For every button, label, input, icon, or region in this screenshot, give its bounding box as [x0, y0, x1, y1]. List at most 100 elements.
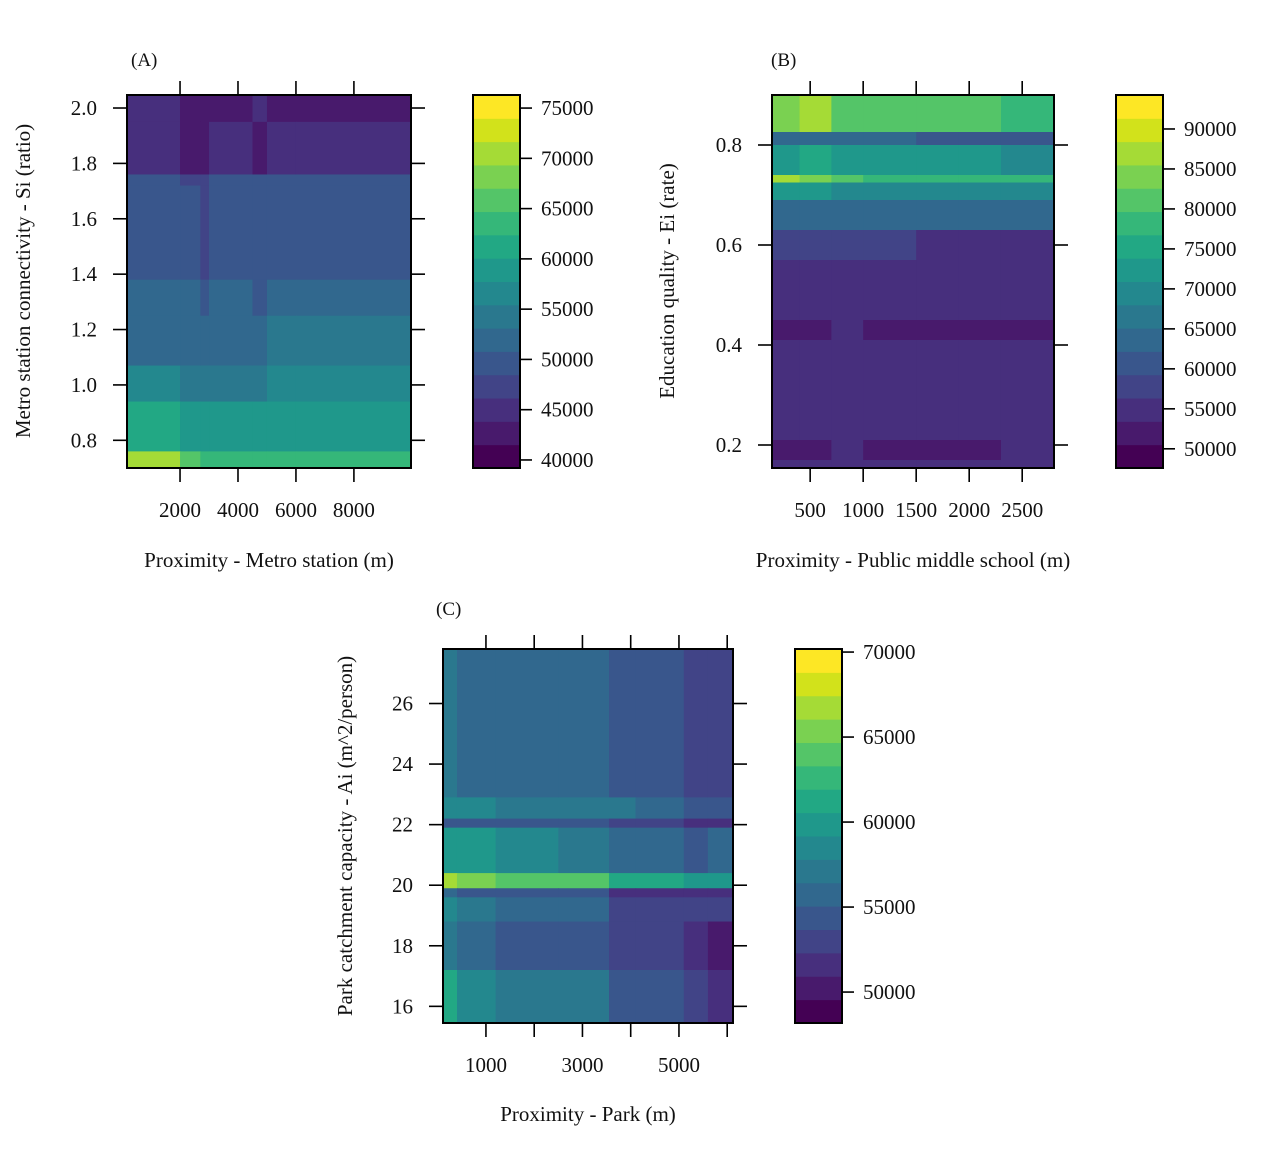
- heatmap-cell: [266, 401, 297, 452]
- x-tick-label: 2500: [1001, 498, 1043, 522]
- heatmap-cell: [772, 460, 801, 469]
- heatmap-cell: [916, 182, 960, 201]
- heatmap-cell: [831, 182, 864, 201]
- colorbar-band: [795, 695, 842, 720]
- x-tick-label: 500: [794, 498, 826, 522]
- colorbar-band: [473, 211, 520, 236]
- colorbar-band: [1116, 304, 1163, 329]
- colorbar-band: [795, 929, 842, 954]
- heatmap-cell: [683, 649, 709, 798]
- colorbar-band: [473, 398, 520, 422]
- heatmap-cell: [608, 818, 637, 829]
- colorbar-tick-label: 70000: [1184, 277, 1237, 301]
- colorbar-band: [473, 351, 520, 376]
- colorbar-tick-label: 65000: [863, 725, 916, 749]
- heatmap-cell: [1000, 182, 1055, 201]
- heatmap-cell: [495, 649, 559, 798]
- heatmap-b: [772, 95, 1055, 469]
- colorbar-band: [795, 882, 842, 907]
- colorbar-band: [473, 234, 520, 259]
- heatmap-cell: [200, 365, 210, 403]
- heatmap-cell: [916, 132, 960, 146]
- x-tick-label: 5000: [658, 1053, 700, 1077]
- heatmap-cell: [266, 451, 297, 469]
- colorbar-tick-label: 40000: [541, 448, 594, 472]
- colorbar-a: 40000 45000 50000 55000 60000 65000 70000 75000: [472, 94, 594, 472]
- heatmap-cell: [127, 315, 181, 367]
- heatmap-cell: [608, 649, 637, 798]
- colorbar-tick-label: 50000: [541, 347, 594, 371]
- heatmap-cell: [958, 145, 1002, 176]
- y-tick-label: 20: [392, 873, 413, 897]
- heatmap-cell: [252, 121, 268, 176]
- panel-label-a: (A): [131, 50, 157, 71]
- heatmap-cell: [683, 897, 709, 923]
- heatmap-cell: [127, 451, 181, 469]
- heatmap-cell: [1000, 132, 1055, 146]
- heatmap-cell: [558, 818, 610, 829]
- colorbar-tick-label: 65000: [1184, 317, 1237, 341]
- heatmap-cell: [799, 320, 832, 341]
- heatmap-a: [127, 95, 412, 469]
- x-axis-title-b: Proximity - Public middle school (m): [756, 548, 1070, 572]
- heatmap-cell: [707, 818, 734, 829]
- heatmap-cell: [608, 797, 637, 820]
- x-tick-label: 6000: [275, 498, 317, 522]
- heatmap-cell: [707, 970, 734, 1024]
- heatmap-cell: [958, 175, 1002, 184]
- heatmap-cell: [180, 185, 201, 281]
- heatmap-cell: [252, 451, 268, 469]
- colorbar-band: [795, 812, 842, 837]
- colorbar-band: [473, 118, 520, 143]
- heatmap-cell: [558, 649, 610, 798]
- heatmap-cell: [683, 797, 709, 820]
- colorbar-band: [1116, 281, 1163, 306]
- colorbar-tick-label: 50000: [863, 980, 916, 1004]
- heatmap-cell: [799, 175, 832, 184]
- heatmap-cell: [558, 970, 610, 1024]
- heatmap-cell: [831, 145, 864, 176]
- heatmap-cell: [958, 200, 1002, 231]
- heatmap-cell: [863, 145, 917, 176]
- heatmap-cell: [443, 921, 458, 971]
- heatmap-cell: [831, 340, 864, 441]
- x-tick-label: 1000: [842, 498, 884, 522]
- heatmap-cell: [266, 279, 297, 317]
- heatmap-cell: [635, 827, 685, 874]
- heatmap-cell: [958, 260, 1002, 321]
- colorbar-band: [1116, 234, 1163, 259]
- heatmap-cell: [707, 649, 734, 798]
- colorbar-band: [1116, 95, 1163, 119]
- heatmap-cell: [831, 440, 864, 461]
- colorbar-tick-label: 85000: [1184, 157, 1237, 181]
- heatmap-cell: [608, 827, 637, 874]
- heatmap-cell: [799, 440, 832, 461]
- heatmap-cell: [772, 340, 801, 441]
- plot-frame-b: [771, 94, 1055, 469]
- heatmap-cell: [863, 440, 917, 461]
- colorbar-band: [1116, 141, 1163, 166]
- colorbar-band: [473, 141, 520, 166]
- heatmap-cell: [495, 827, 559, 874]
- colorbar-band: [473, 421, 520, 446]
- heatmap-cell: [958, 182, 1002, 201]
- heatmap-cell: [1000, 340, 1055, 441]
- x-tick-label: 2000: [948, 498, 990, 522]
- heatmap-cell: [683, 888, 709, 898]
- y-tick-label: 0.8: [716, 133, 742, 157]
- heatmap-cell: [266, 315, 297, 367]
- heatmap-cell: [608, 888, 637, 898]
- heatmap-cell: [456, 970, 497, 1024]
- heatmap-cell: [456, 873, 497, 889]
- heatmap-cell: [252, 174, 268, 187]
- heatmap-cell: [608, 873, 637, 889]
- heatmap-cell: [635, 921, 685, 971]
- panel-label-c: (C): [436, 599, 461, 620]
- heatmap-cell: [180, 451, 201, 469]
- heatmap-cell: [295, 121, 412, 176]
- heatmap-cell: [443, 888, 458, 898]
- colorbar-tick-label: 90000: [1184, 117, 1237, 141]
- colorbar-band: [795, 649, 842, 673]
- heatmap-cell: [772, 230, 801, 261]
- heatmap-cell: [799, 200, 832, 231]
